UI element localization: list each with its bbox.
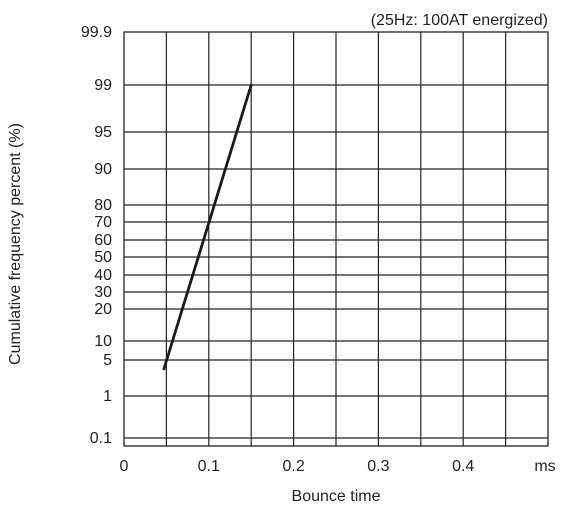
x-tick-label: 0.1 bbox=[198, 458, 220, 475]
y-tick-label: 20 bbox=[94, 301, 112, 318]
plot-frame bbox=[123, 31, 549, 447]
y-tick-label: 95 bbox=[94, 124, 112, 141]
x-tick-label: 0.2 bbox=[282, 458, 304, 475]
x-axis-unit: ms bbox=[534, 458, 555, 475]
y-tick-label: 80 bbox=[94, 197, 112, 214]
y-tick-label: 99.9 bbox=[81, 24, 112, 41]
x-axis-label: Bounce time bbox=[292, 488, 381, 505]
x-tick-label: 0.4 bbox=[452, 458, 474, 475]
x-tick-labels: 0 0.1 0.2 0.3 0.4 bbox=[120, 458, 475, 475]
y-tick-label: 10 bbox=[94, 333, 112, 350]
y-tick-label: 90 bbox=[94, 161, 112, 178]
series-line bbox=[162, 83, 253, 371]
x-tick-label: 0 bbox=[120, 458, 129, 475]
y-tick-label: 0.1 bbox=[90, 430, 112, 447]
grid-layer bbox=[124, 32, 548, 446]
y-tick-label: 30 bbox=[94, 284, 112, 301]
y-tick-label: 1 bbox=[103, 388, 112, 405]
y-tick-label: 40 bbox=[94, 267, 112, 284]
series-layer bbox=[162, 83, 253, 371]
chart-annotation: (25Hz: 100AT energized) bbox=[371, 12, 548, 29]
y-tick-label: 99 bbox=[94, 77, 112, 94]
x-tick-label: 0.3 bbox=[367, 458, 389, 475]
y-tick-label: 60 bbox=[94, 232, 112, 249]
y-tick-label: 50 bbox=[94, 249, 112, 266]
y-tick-label: 70 bbox=[94, 214, 112, 231]
y-tick-label: 5 bbox=[103, 352, 112, 369]
y-axis-label: Cumulative frequency percent (%) bbox=[7, 123, 24, 365]
